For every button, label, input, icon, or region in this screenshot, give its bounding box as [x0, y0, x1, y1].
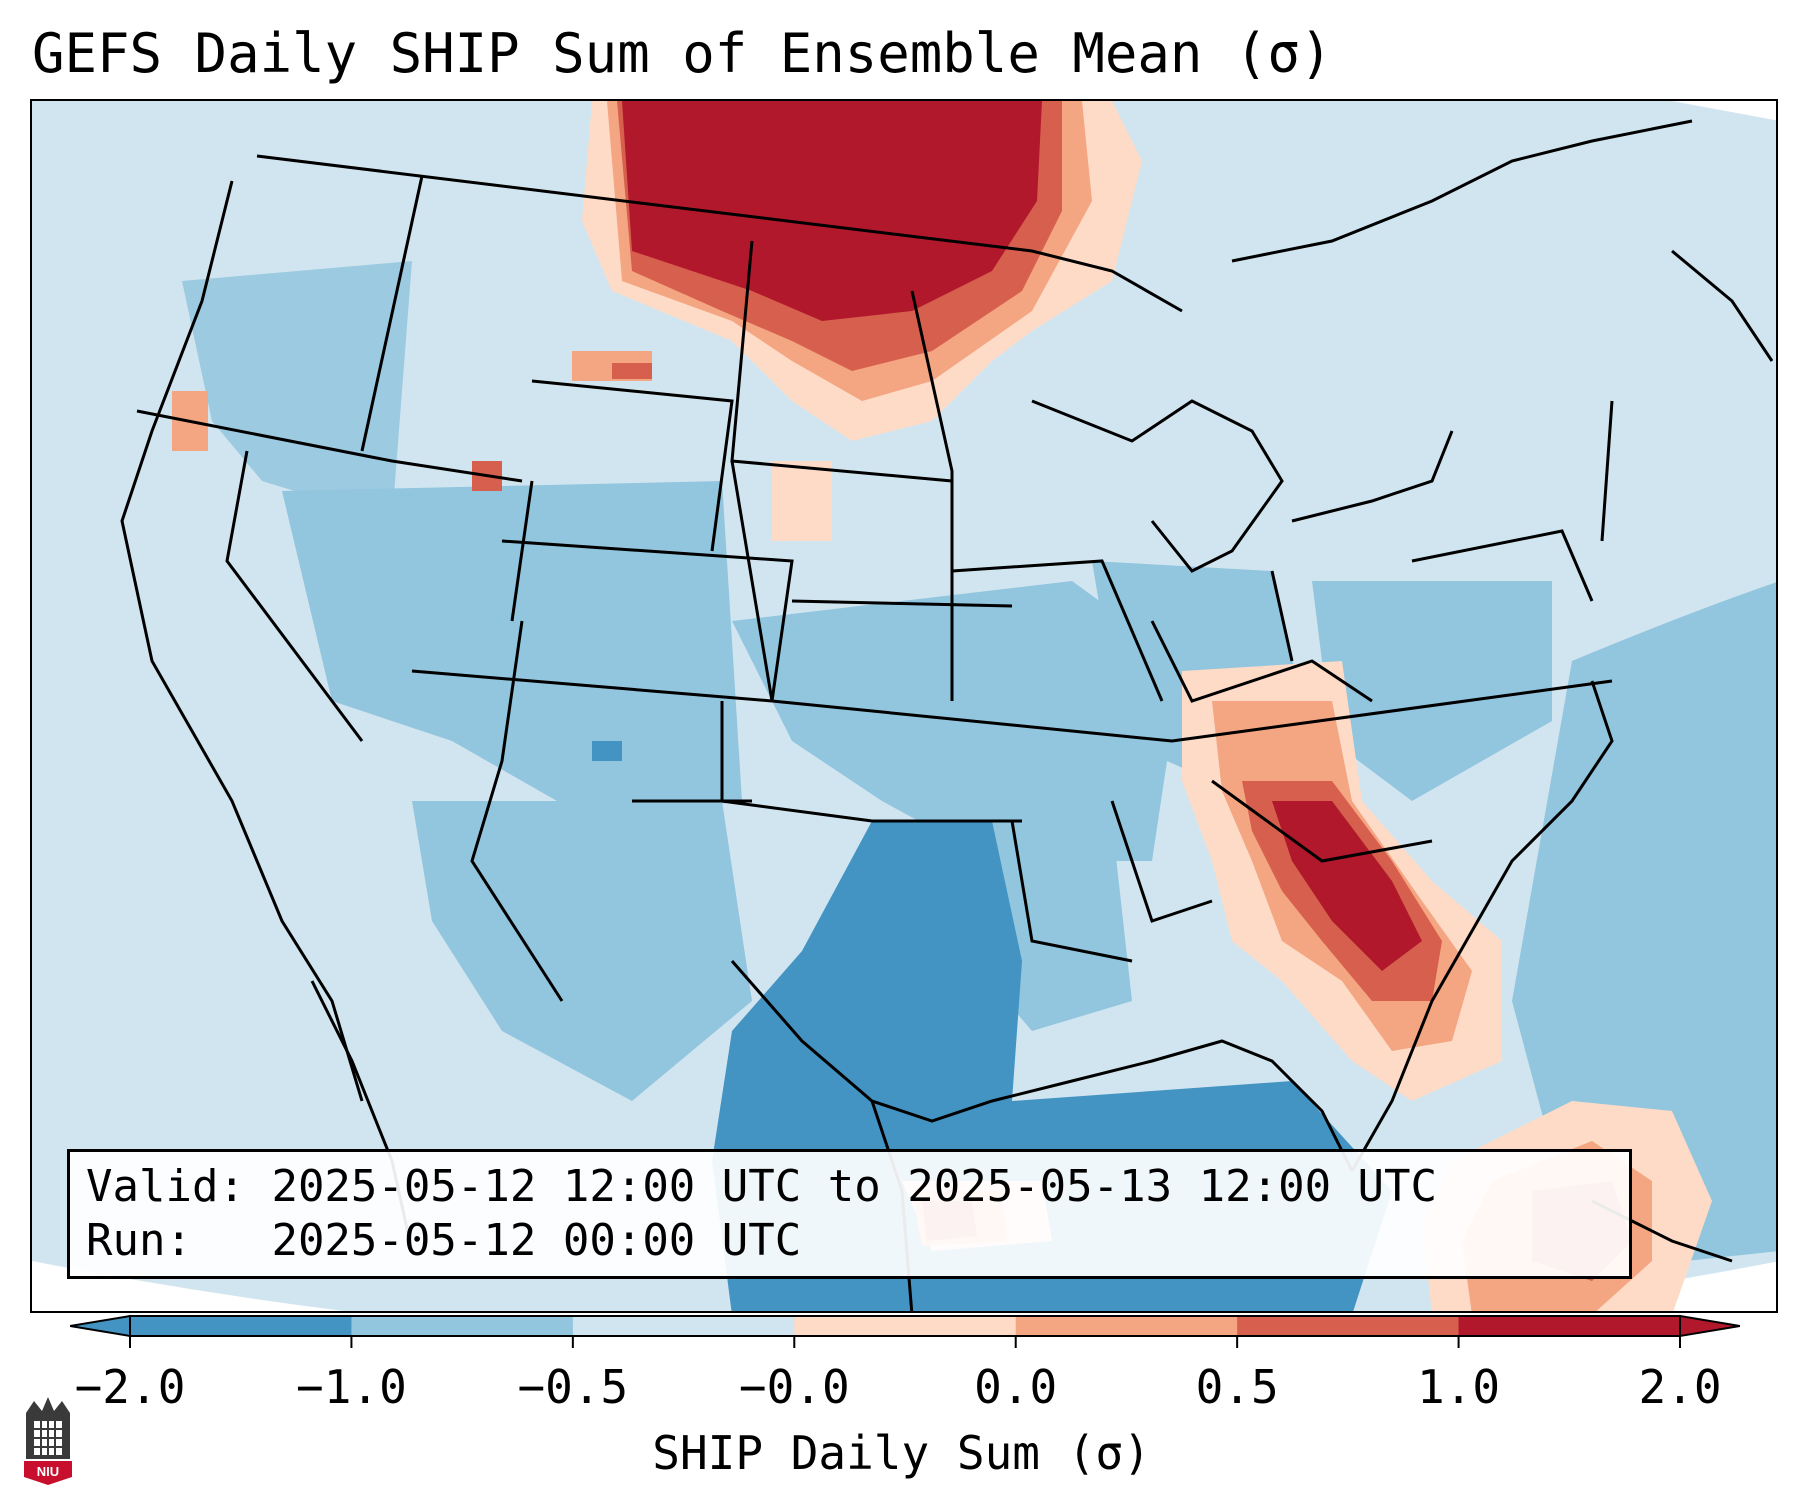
- colorbar-tick-label: 1.0: [1417, 1360, 1501, 1414]
- pacific-coast: [120, 180, 364, 1102]
- colorbar-outline: [129, 1315, 1681, 1337]
- arizona-border: [470, 620, 564, 1002]
- oregon-california-line: [136, 409, 523, 483]
- logo-window-grid: [34, 1421, 62, 1455]
- new-england: [1600, 400, 1614, 542]
- mid-atlantic-low-region: [1312, 581, 1552, 801]
- logo-text: NIU: [37, 1464, 59, 1479]
- logo-banner: [24, 1461, 72, 1485]
- colorbar-segment: [572, 1316, 795, 1336]
- run-row: Run: 2025-05-12 00:00 UTC: [86, 1214, 1613, 1268]
- nebraska-south: [791, 599, 1013, 608]
- valid-value: 2025-05-12 12:00 UTC to 2025-05-13 12:00…: [271, 1161, 1438, 1212]
- minnesota-iowa: [910, 290, 954, 701]
- colorbar-segment: [1237, 1316, 1460, 1336]
- gulf-coast: [730, 960, 1354, 1172]
- coastlines: [120, 119, 1774, 1311]
- kansas-west: [730, 460, 774, 702]
- map-panel: [30, 99, 1778, 1313]
- colorbar-segment: [1015, 1316, 1238, 1336]
- great-lakes-west: [1031, 399, 1284, 573]
- mississippi-alabama: [1110, 800, 1213, 923]
- maritimes-coast: [1671, 249, 1774, 362]
- colorbar-tick-label: −0.5: [517, 1360, 629, 1414]
- southwest-low-region: [412, 801, 752, 1101]
- colorbar-tick-label: 0.5: [1195, 1360, 1279, 1414]
- hudson-coast: [1231, 119, 1693, 263]
- northern-plains-extreme: [622, 101, 1042, 321]
- indiana-ohio: [1270, 570, 1294, 662]
- niu-logo: NIU: [24, 1397, 72, 1485]
- colorbar-segment: [130, 1316, 352, 1336]
- georgia-sc: [1211, 779, 1433, 863]
- atlantic-low-region: [1512, 582, 1776, 1271]
- iowa-missouri: [951, 559, 1164, 702]
- montana-warm-core: [612, 363, 652, 379]
- colorbar: [70, 1314, 1740, 1348]
- validity-info-box: Valid: 2025-05-12 12:00 UTC to 2025-05-1…: [67, 1149, 1632, 1279]
- colorbar-segment: [1458, 1316, 1681, 1336]
- oklahoma-minimum: [892, 861, 932, 921]
- nevada-border: [225, 450, 364, 742]
- colorbar-extend-high: [1679, 1314, 1740, 1338]
- ohio-valley: [1150, 620, 1373, 703]
- oklahoma-texas: [720, 701, 1022, 823]
- colorbar-tick-label: −0.0: [738, 1360, 850, 1414]
- valid-label: Valid:: [86, 1161, 245, 1212]
- wyoming-west-border: [510, 480, 534, 622]
- colorado-low-spot: [592, 741, 622, 761]
- colorbar-tick-label: 2.0: [1638, 1360, 1722, 1414]
- map-canvas: [32, 101, 1776, 1311]
- southern-plains-line: [771, 679, 1613, 743]
- valid-row: Valid: 2025-05-12 12:00 UTC to 2025-05-1…: [86, 1160, 1613, 1214]
- colorbar-label: SHIP Daily Sum (σ): [652, 1426, 1151, 1480]
- colorado-north-border: [501, 539, 794, 702]
- colorbar-segment: [794, 1316, 1017, 1336]
- colorado-south-border: [411, 669, 773, 703]
- northwest-low-region: [182, 261, 412, 521]
- atlantic-coast: [1350, 680, 1614, 1172]
- political-borders: [136, 154, 1614, 1002]
- southeast-extreme: [1272, 801, 1422, 971]
- great-lakes-east: [1291, 430, 1454, 523]
- colorbar-tick-label: −1.0: [296, 1360, 407, 1414]
- intermountain-low-region: [282, 481, 742, 821]
- colorbar-segment: [351, 1316, 574, 1336]
- us-canada-border: [256, 154, 1183, 313]
- wyoming-border: [531, 379, 734, 552]
- colorbar-tick-label: −2.0: [74, 1360, 186, 1414]
- colorbar-tick-label: 0.0: [974, 1360, 1058, 1414]
- run-label: Run:: [86, 1215, 192, 1266]
- colorbar-extend-low: [70, 1314, 131, 1338]
- run-value: 2025-05-12 00:00 UTC: [271, 1215, 802, 1266]
- louisiana: [1010, 820, 1133, 963]
- south-dakota-warm-spot: [772, 461, 832, 541]
- pennsylvania: [1411, 529, 1594, 602]
- idaho-border: [360, 175, 424, 452]
- map-title: GEFS Daily SHIP Sum of Ensemble Mean (σ): [32, 22, 1333, 85]
